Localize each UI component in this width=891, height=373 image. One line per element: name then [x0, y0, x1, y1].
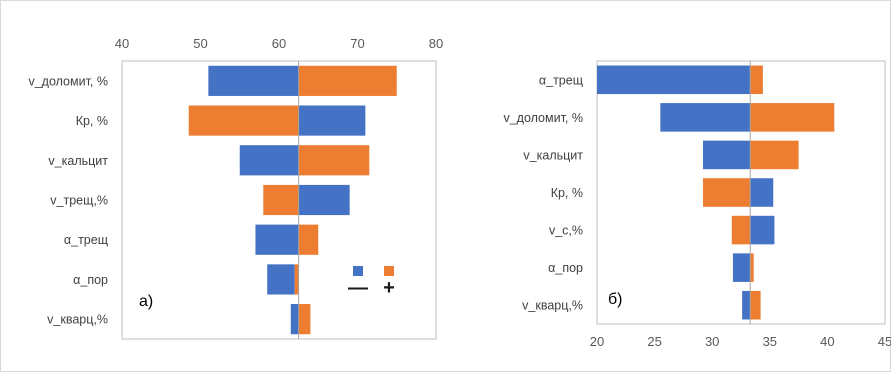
bar-positive — [750, 140, 799, 170]
x-tick-label: 60 — [272, 36, 286, 51]
bar-negative — [290, 304, 299, 335]
bar-negative — [750, 215, 775, 245]
bar-positive — [298, 65, 397, 96]
x-tick-label: 20 — [590, 334, 604, 349]
x-tick-label: 70 — [350, 36, 364, 51]
x-tick-label: 25 — [647, 334, 661, 349]
category-label: Кр, % — [551, 186, 583, 200]
category-label: v_кварц,% — [522, 299, 583, 313]
category-label: v_кальцит — [48, 154, 108, 168]
bar-negative — [298, 105, 366, 136]
bar-negative — [702, 140, 751, 170]
bar-positive — [702, 178, 751, 207]
plot-frame-1 — [121, 60, 437, 340]
legend-swatch — [384, 266, 394, 276]
category-label: v_трещ,% — [50, 194, 108, 208]
bar-negative — [660, 103, 751, 132]
category-label: α_трещ — [539, 73, 583, 87]
bar-negative — [597, 65, 751, 95]
category-label: v_доломит, % — [28, 74, 108, 88]
bar-negative — [298, 184, 350, 216]
category-label: v_кальцит — [523, 148, 583, 162]
category-label: α_пор — [548, 261, 583, 275]
legend-swatch — [353, 266, 363, 276]
panel-label: а) — [139, 293, 153, 310]
bar-positive — [750, 290, 761, 320]
panel-label: б) — [608, 291, 623, 308]
category-label: α_трещ — [64, 233, 108, 247]
category-label: v_доломит, % — [503, 111, 583, 125]
bar-positive — [298, 304, 311, 335]
bar-positive — [294, 264, 299, 295]
bar-negative — [239, 145, 299, 176]
category-label: v_c,% — [549, 224, 583, 238]
category-label: v_кварц,% — [47, 313, 108, 327]
x-tick-label: 80 — [429, 36, 443, 51]
bar-positive — [188, 105, 299, 136]
x-tick-label: 40 — [820, 334, 834, 349]
legend-sign: + — [383, 277, 395, 299]
bar-negative — [750, 178, 774, 207]
category-label: Кр, % — [76, 114, 108, 128]
x-tick-label: 45 — [878, 334, 891, 349]
bar-positive — [298, 145, 370, 176]
bar-positive — [263, 184, 299, 216]
bar-negative — [267, 264, 295, 295]
bar-positive — [750, 65, 763, 95]
bar-positive — [750, 103, 835, 132]
x-tick-label: 35 — [763, 334, 777, 349]
bar-positive — [750, 253, 754, 282]
bar-positive — [731, 215, 751, 245]
x-tick-label: 50 — [193, 36, 207, 51]
legend-sign: — — [348, 277, 368, 299]
bar-negative — [732, 253, 751, 282]
bar-positive — [298, 224, 319, 255]
x-tick-label: 40 — [115, 36, 129, 51]
bar-negative — [208, 65, 299, 96]
x-tick-label: 30 — [705, 334, 719, 349]
bar-negative — [255, 224, 299, 255]
category-label: α_пор — [73, 273, 108, 287]
plot-frame-2 — [596, 60, 886, 325]
bar-negative — [742, 290, 751, 320]
